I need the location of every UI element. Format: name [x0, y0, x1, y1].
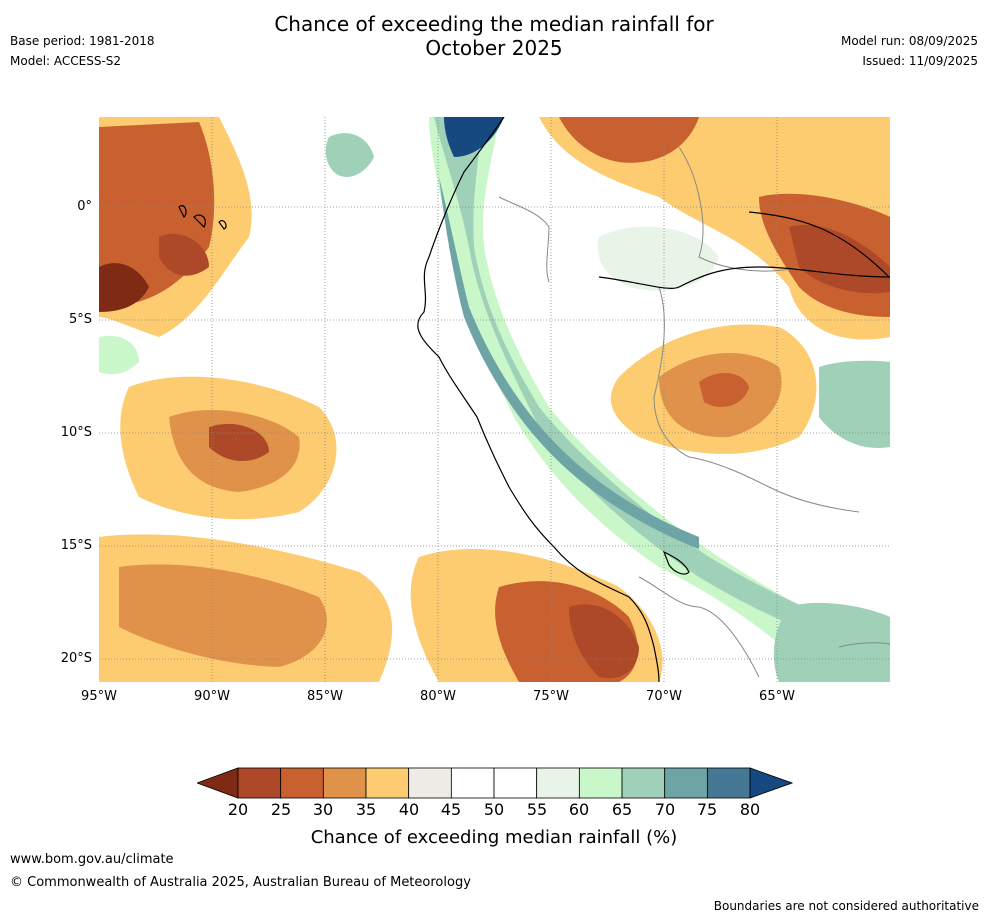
region-left-green: [99, 335, 139, 375]
colorbar-tick-35: 35: [355, 800, 377, 819]
boundary-peru-chile: [638, 576, 760, 678]
footer-note: Boundaries are not considered authoritat…: [713, 899, 979, 913]
boundary-se: [838, 642, 890, 648]
meta-right: Model run: 08/09/2025 Issued: 11/09/2025: [841, 31, 978, 71]
galapagos-islands: [178, 205, 227, 230]
colorbar-tick-45: 45: [440, 800, 462, 819]
x-tick-80w: 80°W: [420, 689, 456, 704]
y-tick-0: 0°: [77, 199, 92, 214]
region-top-blue: [325, 133, 374, 177]
footer-copyright: © Commonwealth of Australia 2025, Austra…: [10, 875, 471, 890]
colorbar-cell-20_25: [237, 767, 282, 799]
x-tick-90w: 90°W: [194, 689, 230, 704]
colorbar-tick-55: 55: [526, 800, 548, 819]
x-tick-65w: 65°W: [759, 689, 795, 704]
map-title: Chance of exceeding the median rainfall …: [0, 12, 988, 60]
colorbar-cell-30_35: [322, 767, 367, 799]
title-line-2: October 2025: [425, 36, 563, 60]
region-central-e-dark: [699, 372, 749, 407]
base-period: Base period: 1981-2018: [10, 34, 155, 48]
boundary-colombia-ecuador: [498, 196, 550, 283]
model-name: Model: ACCESS-S2: [10, 54, 122, 68]
y-tick-15s: 15°S: [60, 538, 92, 553]
x-tick-95w: 95°W: [81, 689, 117, 704]
colorbar-cell-55_60: [536, 767, 580, 799]
region-interior-pale: [597, 226, 719, 291]
colorbar-tick-60: 60: [568, 800, 590, 819]
colorbar-cell-65_70: [621, 767, 666, 799]
colorbar-tick-65: 65: [611, 800, 633, 819]
colorbar-cell-50_55: [493, 767, 538, 799]
model-run: Model run: 08/09/2025: [840, 34, 978, 48]
colorbar-label: Chance of exceeding median rainfall (%): [310, 827, 678, 848]
gridlines: [99, 117, 890, 682]
colorbar-tick-75: 75: [696, 800, 718, 819]
coastline-amazon: [598, 266, 890, 289]
region-coastal-band: [439, 177, 699, 549]
region-sw-core: [119, 564, 327, 667]
colorbar-arrow-high: [749, 767, 793, 799]
colorbar: [197, 767, 793, 799]
region-east-green: [819, 360, 890, 448]
colorbar-cell-70_75: [664, 767, 708, 799]
colorbar-tick-80: 80: [739, 800, 761, 819]
x-tick-70w: 70°W: [646, 689, 682, 704]
y-tick-5s: 5°S: [68, 312, 92, 327]
issued-date: Issued: 11/09/2025: [862, 54, 978, 68]
colorbar-tick-20: 20: [227, 800, 249, 819]
colorbar-cells: [197, 767, 793, 799]
colorbar-cell-40_45: [408, 767, 452, 799]
colorbar-cell-25_30: [280, 767, 324, 799]
coastlines: [178, 117, 890, 682]
region-nw-mid: [159, 233, 209, 276]
colorbar-cell-75_80: [706, 767, 751, 799]
colorbar-tick-40: 40: [398, 800, 420, 819]
rainfall-map: [99, 117, 890, 682]
coastline-north: [748, 211, 890, 278]
coastline-pacific: [417, 117, 660, 682]
colorbar-cell-60_65: [578, 767, 623, 799]
y-tick-20s: 20°S: [60, 651, 92, 666]
country-boundaries: [498, 146, 890, 678]
region-top-strip: [559, 117, 699, 163]
x-tick-75w: 75°W: [533, 689, 569, 704]
region-coastal-wetter: [434, 117, 859, 647]
region-top-wettest: [444, 117, 504, 157]
region-west-mid-dark: [209, 423, 269, 462]
title-line-1: Chance of exceeding the median rainfall …: [274, 12, 714, 36]
colorbar-tick-30: 30: [312, 800, 334, 819]
colorbar-cell-35_40: [365, 767, 410, 799]
boundary-brazil-north: [678, 146, 800, 272]
region-south-dark: [569, 604, 639, 679]
colorbar-arrow-low: [197, 767, 239, 799]
footer-url: www.bom.gov.au/climate: [10, 852, 174, 867]
y-tick-10s: 10°S: [60, 425, 92, 440]
colorbar-tick-50: 50: [483, 800, 505, 819]
lake-titicaca: [662, 550, 690, 575]
meta-left: Base period: 1981-2018 Model: ACCESS-S2: [10, 31, 155, 71]
region-se-green: [773, 602, 890, 682]
boundary-peru-brazil: [653, 286, 690, 458]
colorbar-tick-70: 70: [654, 800, 676, 819]
x-tick-85w: 85°W: [307, 689, 343, 704]
region-nw-dry-dark: [99, 263, 149, 312]
boundary-bolivia: [688, 456, 860, 513]
colorbar-tick-25: 25: [270, 800, 292, 819]
colorbar-cell-45_50: [450, 767, 495, 799]
